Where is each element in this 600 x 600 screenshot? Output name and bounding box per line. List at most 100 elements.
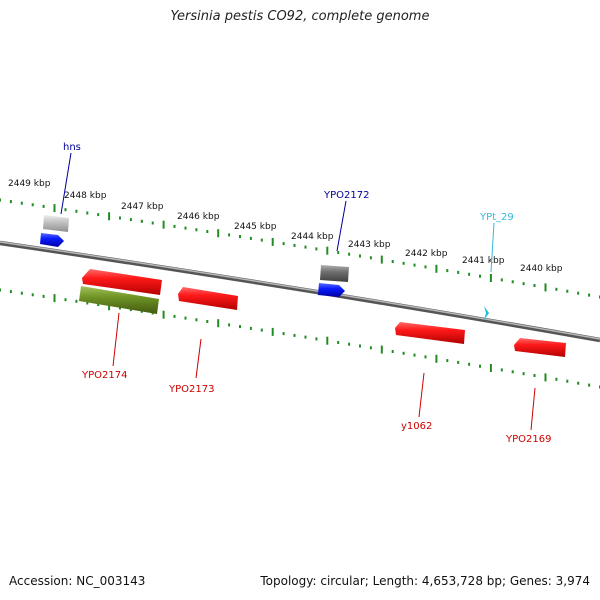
ruler-minor-tick bbox=[304, 335, 307, 339]
gene-blue-mid[interactable] bbox=[318, 283, 345, 297]
gene-ypo2172[interactable] bbox=[320, 265, 349, 282]
ruler-minor-tick bbox=[206, 320, 209, 323]
gene-red-1[interactable] bbox=[82, 269, 162, 295]
leader-ypo2174 bbox=[112, 312, 120, 367]
ruler-minor-tick bbox=[206, 230, 209, 233]
ruler-minor-tick bbox=[97, 213, 100, 217]
gene-ypo2173[interactable] bbox=[178, 287, 238, 310]
ruler-minor-tick bbox=[500, 368, 503, 372]
ruler-minor-tick bbox=[479, 364, 481, 368]
ruler-minor-tick bbox=[184, 226, 187, 230]
ruler-minor-tick bbox=[249, 236, 252, 240]
ruler-minor-tick bbox=[468, 362, 471, 366]
ruler-minor-tick bbox=[9, 290, 12, 294]
ruler-minor-tick bbox=[184, 316, 187, 320]
ruler-major-tick bbox=[53, 294, 56, 303]
ruler-major-tick bbox=[435, 354, 438, 363]
ruler-minor-tick bbox=[315, 247, 318, 251]
gene-ypo2169[interactable] bbox=[514, 338, 566, 357]
ruler-minor-tick bbox=[119, 306, 121, 310]
ruler-minor-tick bbox=[369, 256, 372, 260]
ruler-minor-tick bbox=[195, 318, 198, 322]
genome-backbone-highlight bbox=[0, 241, 600, 340]
ruler-label-2446: 2446 kbp bbox=[177, 212, 220, 222]
ruler-minor-tick bbox=[533, 284, 536, 287]
ruler-minor-tick bbox=[359, 344, 361, 348]
ruler-minor-tick bbox=[588, 383, 591, 387]
ruler-minor-tick bbox=[402, 351, 405, 355]
ruler-minor-tick bbox=[555, 287, 558, 291]
ruler-minor-tick bbox=[511, 280, 514, 284]
ruler-minor-tick bbox=[282, 242, 285, 246]
trna-ypt29[interactable] bbox=[484, 306, 489, 320]
ruler-major-tick bbox=[271, 327, 274, 336]
ruler-label-2447: 2447 kbp bbox=[121, 202, 164, 212]
ruler-minor-tick bbox=[577, 291, 580, 295]
label-ypo2169: YPO2169 bbox=[505, 434, 551, 445]
label-hns: hns bbox=[63, 142, 81, 153]
ruler-minor-tick bbox=[424, 355, 427, 359]
ruler-minor-tick bbox=[479, 274, 481, 278]
ruler-minor-tick bbox=[555, 377, 558, 381]
gene-olive[interactable] bbox=[79, 286, 159, 314]
ruler-minor-tick bbox=[129, 218, 132, 222]
genome-title: Yersinia pestis CO92, complete genome bbox=[170, 9, 430, 24]
ruler-minor-tick bbox=[522, 372, 525, 376]
ruler-minor-tick bbox=[31, 203, 34, 207]
ruler-minor-tick bbox=[293, 243, 296, 247]
ruler-minor-tick bbox=[522, 282, 525, 286]
topology-summary: Topology: circular; Length: 4,653,728 bp… bbox=[260, 574, 590, 588]
ruler-minor-tick bbox=[42, 294, 45, 298]
ruler-minor-tick bbox=[315, 337, 318, 341]
ruler-label-2442: 2442 kbp bbox=[405, 249, 448, 259]
ruler-minor-tick bbox=[511, 370, 514, 374]
ruler-major-tick bbox=[489, 364, 492, 372]
genome-backbone bbox=[0, 240, 600, 343]
ruler-top-track bbox=[0, 198, 600, 299]
ruler-minor-tick bbox=[457, 270, 460, 274]
ruler-major-tick bbox=[162, 310, 165, 319]
ruler-minor-tick bbox=[64, 208, 67, 212]
ruler-label-2445: 2445 kbp bbox=[234, 222, 277, 232]
ruler-minor-tick bbox=[239, 325, 241, 329]
ruler-minor-tick bbox=[42, 204, 45, 208]
gene-y1062[interactable] bbox=[395, 322, 465, 344]
ruler-major-tick bbox=[326, 246, 329, 255]
label-ypt29: YPt_29 bbox=[479, 212, 514, 223]
ruler-minor-tick bbox=[337, 251, 340, 254]
label-y1062: y1062 bbox=[401, 421, 432, 432]
gene-hns[interactable] bbox=[43, 215, 69, 232]
ruler-major-tick bbox=[108, 212, 111, 221]
ruler-minor-tick bbox=[75, 299, 78, 303]
ruler-minor-tick bbox=[413, 353, 416, 357]
ruler-minor-tick bbox=[446, 359, 449, 363]
ruler-minor-tick bbox=[86, 301, 89, 305]
ruler-minor-tick bbox=[424, 265, 427, 269]
ruler-minor-tick bbox=[195, 228, 198, 232]
ruler-minor-tick bbox=[304, 245, 307, 249]
ruler-major-tick bbox=[217, 229, 220, 238]
leader-ypt29 bbox=[490, 222, 495, 273]
ruler-minor-tick bbox=[577, 381, 580, 385]
gene-blue-left[interactable] bbox=[40, 233, 64, 247]
ruler-label-2443: 2443 kbp bbox=[348, 240, 391, 250]
ruler-minor-tick bbox=[249, 326, 252, 330]
ruler-minor-tick bbox=[402, 261, 405, 265]
leader-ypo2173 bbox=[195, 338, 202, 379]
ruler-minor-tick bbox=[588, 293, 591, 297]
ruler-major-tick bbox=[489, 274, 492, 282]
ruler-minor-tick bbox=[337, 341, 340, 344]
ruler-minor-tick bbox=[75, 209, 78, 213]
ruler-minor-tick bbox=[173, 314, 176, 318]
label-ypo2172: YPO2172 bbox=[323, 190, 369, 201]
ruler-minor-tick bbox=[293, 333, 296, 337]
ruler-minor-tick bbox=[566, 379, 569, 383]
ruler-minor-tick bbox=[500, 278, 503, 282]
ruler-minor-tick bbox=[413, 263, 416, 267]
ruler-minor-tick bbox=[228, 323, 231, 327]
ruler-label-2444: 2444 kbp bbox=[291, 232, 334, 242]
ruler-label-2440: 2440 kbp bbox=[520, 264, 563, 274]
ruler-minor-tick bbox=[20, 291, 23, 295]
label-ypo2174: YPO2174 bbox=[81, 370, 127, 381]
